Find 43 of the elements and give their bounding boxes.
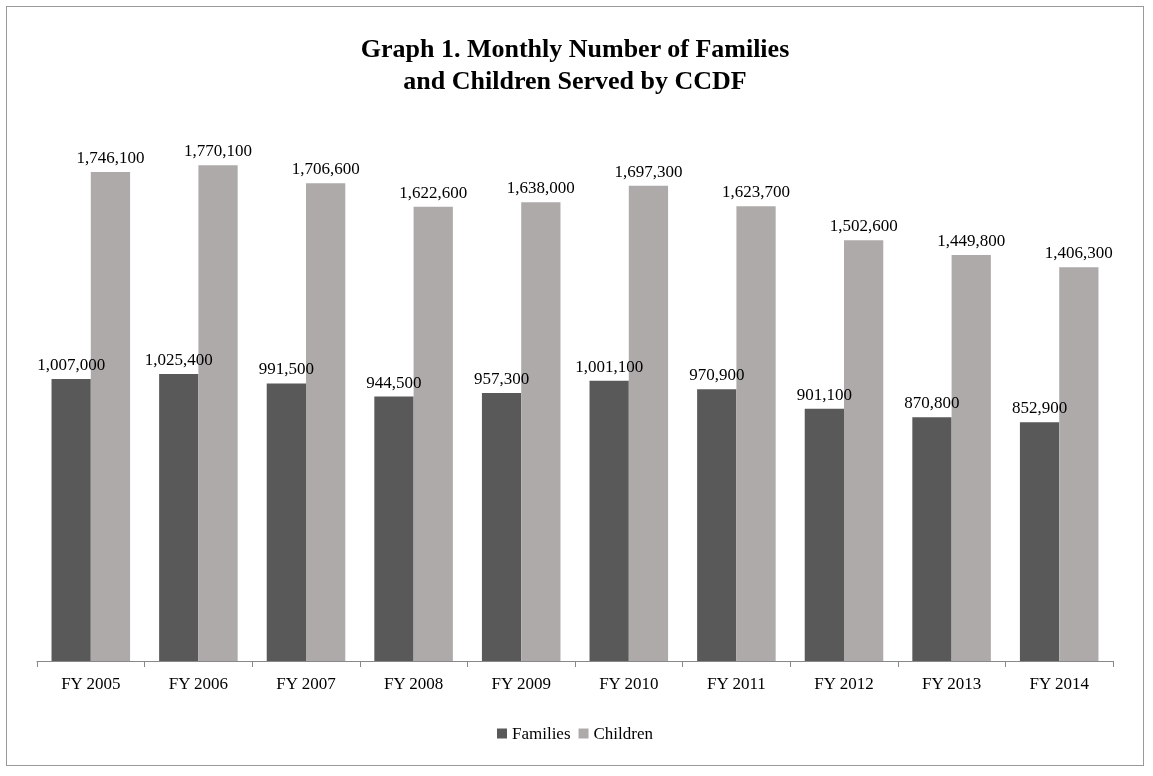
chart-title: Graph 1. Monthly Number of Families and Children Served by CCDF (360, 33, 790, 95)
data-label: 991,500 (258, 359, 314, 379)
bar (159, 373, 199, 661)
data-label: 944,500 (366, 372, 422, 392)
bar (1019, 422, 1060, 661)
bar (51, 379, 91, 661)
data-label: 1,622,600 (399, 182, 468, 202)
bar (589, 380, 629, 661)
data-label: 1,770,100 (184, 141, 253, 161)
data-label: 1,746,100 (76, 148, 145, 168)
data-label: 901,100 (796, 384, 852, 404)
legend-label: Children (593, 724, 654, 743)
data-label: 1,502,600 (829, 216, 898, 236)
bar (804, 408, 844, 661)
data-label: 957,300 (473, 368, 530, 388)
bar (481, 392, 522, 661)
data-label: 1,449,800 (937, 231, 1006, 251)
data-label: 1,638,000 (506, 178, 575, 198)
x-tick-label: FY 2013 (921, 674, 982, 693)
data-label: 1,706,600 (291, 159, 360, 179)
x-tick-label: FY 2008 (383, 674, 444, 693)
x-tick-label: FY 2014 (1029, 674, 1090, 693)
x-tick-label: FY 2009 (491, 674, 551, 693)
data-label: 1,697,300 (614, 161, 683, 181)
data-label: 1,007,000 (37, 355, 106, 375)
legend-label: Families (511, 724, 571, 743)
x-tick-label: FY 2005 (61, 674, 121, 693)
data-label: 970,900 (689, 365, 745, 385)
bar (697, 389, 737, 661)
data-label: 1,623,700 (722, 182, 791, 202)
x-tick-label: FY 2011 (707, 674, 766, 693)
x-tick-label: FY 2007 (276, 674, 337, 693)
bar (374, 396, 414, 661)
data-label: 1,001,100 (575, 356, 644, 376)
bar (266, 383, 306, 661)
data-label: 1,025,400 (144, 349, 213, 369)
data-label: 1,406,300 (1044, 243, 1113, 263)
data-label: 870,800 (904, 393, 960, 413)
x-tick-label: FY 2010 (599, 674, 659, 693)
x-tick-label: FY 2006 (168, 674, 229, 693)
bar (912, 417, 952, 661)
data-label: 852,900 (1011, 398, 1068, 418)
x-tick-label: FY 2012 (814, 674, 874, 693)
